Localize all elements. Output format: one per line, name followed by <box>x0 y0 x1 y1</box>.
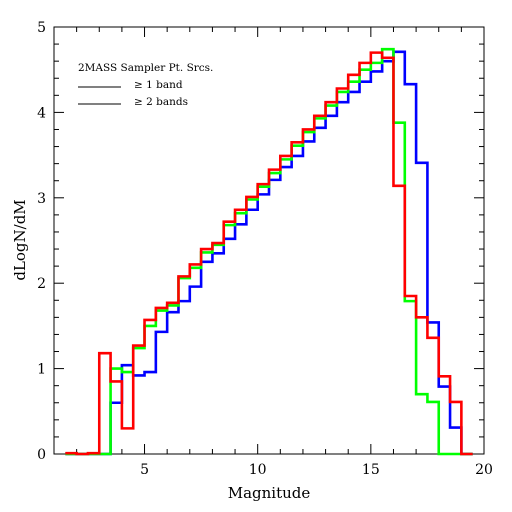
series-layer <box>65 47 473 456</box>
tick-labels-layer: 5 10 15 20 0 1 2 3 4 5 <box>37 20 493 478</box>
legend-entry-2: ≥ 2 bands <box>134 96 188 108</box>
x-axis-title: Magnitude <box>228 484 311 502</box>
y-tick-label: 3 <box>37 191 46 207</box>
plot-frame <box>53 26 485 455</box>
plot-border <box>53 26 485 455</box>
y-tick-label: 0 <box>37 447 46 463</box>
y-tick-label: 1 <box>37 362 46 378</box>
x-tick-label: 15 <box>362 462 380 478</box>
ticks-layer <box>53 26 485 455</box>
y-tick-label: 2 <box>37 276 46 292</box>
series-line-2 <box>65 47 473 456</box>
x-tick-label: 20 <box>475 462 493 478</box>
y-axis-title: dLogN/dM <box>11 199 29 280</box>
legend-title: 2MASS Sampler Pt. Srcs. <box>78 62 213 74</box>
legend: 2MASS Sampler Pt. Srcs. ≥ 1 band ≥ 2 ban… <box>78 62 213 108</box>
x-tick-label: 10 <box>249 462 267 478</box>
series-line-1 <box>65 50 473 456</box>
y-tick-label: 5 <box>37 20 46 36</box>
y-tick-label: 4 <box>37 105 46 121</box>
x-tick-label: 5 <box>140 462 149 478</box>
legend-entry-1: ≥ 1 band <box>134 79 183 91</box>
series-line-3 <box>65 51 473 456</box>
